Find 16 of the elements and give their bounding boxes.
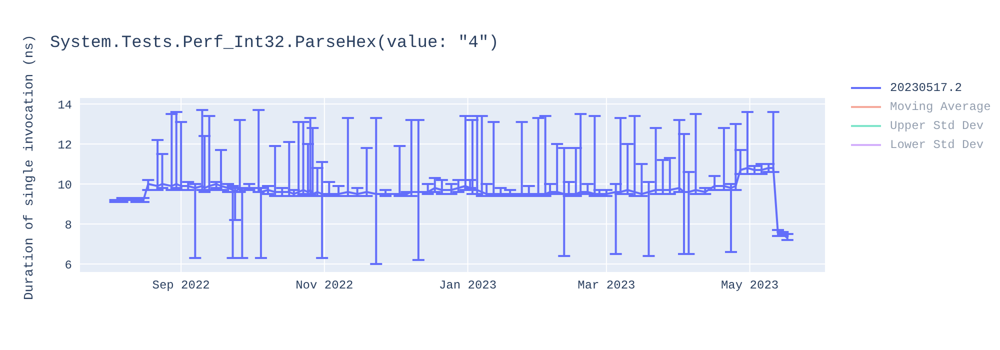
y-tick-label: 10 <box>58 178 72 192</box>
y-tick-label: 12 <box>58 138 72 152</box>
y-tick-label: 6 <box>64 258 72 272</box>
y-axis-title: Duration of single invocation (ns) <box>22 34 37 300</box>
x-tick-label: Mar 2023 <box>578 278 636 293</box>
y-tick-label: 14 <box>58 98 72 112</box>
legend-label: Lower Std Dev <box>890 138 984 152</box>
legend-label: Moving Average <box>890 100 991 114</box>
x-tick-label: Nov 2022 <box>296 278 354 293</box>
legend-label: 20230517.2 <box>890 80 962 94</box>
x-tick-label: Sep 2022 <box>152 278 210 293</box>
x-tick-label: May 2023 <box>720 278 779 293</box>
legend-label: Upper Std Dev <box>890 118 984 132</box>
x-tick-label: Jan 2023 <box>438 278 497 293</box>
y-tick-label: 8 <box>64 218 72 232</box>
chart-title: System.Tests.Perf_Int32.ParseHex(value: "4") <box>50 34 499 53</box>
